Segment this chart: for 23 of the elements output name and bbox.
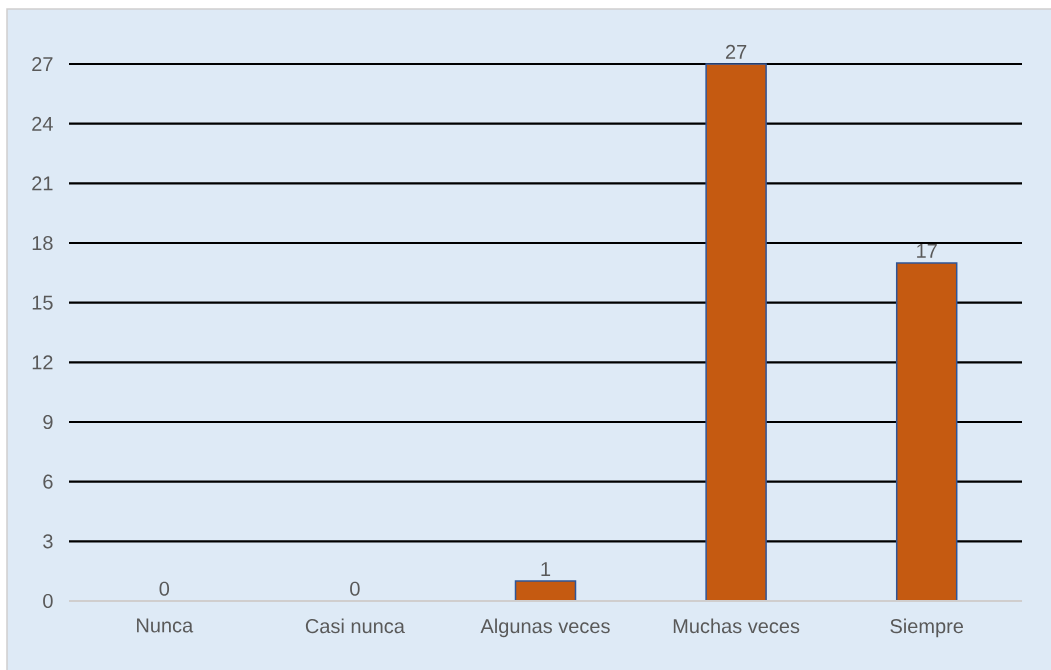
bar <box>895 262 958 602</box>
x-tick-label: Nunca <box>137 618 194 633</box>
data-label: 1 <box>541 562 551 576</box>
y-tick-label: 12 <box>32 355 53 370</box>
bar <box>514 580 577 602</box>
x-tick-label: Muchas veces <box>673 618 800 634</box>
y-tick-label: 27 <box>32 57 53 71</box>
x-tick-label: Casi nunca <box>305 618 405 634</box>
y-tick-label: 9 <box>43 414 53 430</box>
data-label: 27 <box>725 44 747 59</box>
bar <box>705 63 767 602</box>
y-tick-label: 24 <box>32 116 53 131</box>
y-tick-label: 15 <box>32 295 53 310</box>
y-tick-label: 0 <box>43 593 53 609</box>
y-tick-label: 3 <box>43 534 53 549</box>
data-label: 0 <box>350 581 360 596</box>
data-label: 17 <box>917 243 937 258</box>
x-tick-label: Siempre <box>890 618 964 638</box>
data-label: 0 <box>159 581 170 596</box>
y-tick-label: 18 <box>32 235 53 251</box>
y-tick-label: 21 <box>32 176 53 191</box>
y-tick-label: 6 <box>43 474 53 489</box>
x-tick-label: Algunas veces <box>480 618 610 638</box>
